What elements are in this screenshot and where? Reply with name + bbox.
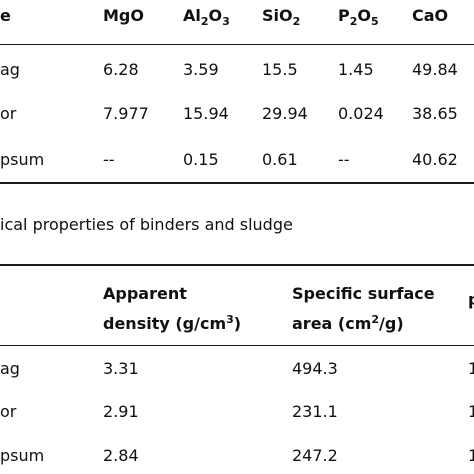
table1-row1-p2o5: 1.45 [338,60,374,79]
table2-row3-ssa: 247.2 [292,446,338,465]
table2-row3-label: psum [0,446,45,465]
table1-header-label: e [0,6,11,25]
table2-header-rule [0,345,474,346]
table1-row1-mgo: 6.28 [103,60,139,79]
table1-row2-sio2: 29.94 [262,104,308,123]
table1-header-sio2: SiO2 [262,6,301,28]
table1-header-cao: CaO [412,6,449,25]
table1-row1-cao: 49.84 [412,60,458,79]
table1-row2-label: or [0,104,17,123]
table2-row1-ssa: 494.3 [292,359,338,378]
table2-row3-extra: 1 [468,446,474,465]
table1-header-al2o3: Al2O3 [183,6,230,28]
table1-row1-al2o3: 3.59 [183,60,219,79]
table2-caption: ical properties of binders and sludge [0,215,293,234]
table1-row2-mgo: 7.977 [103,104,149,123]
table1-row2-p2o5: 0.024 [338,104,384,123]
table1-header-mgo: MgO [103,6,144,25]
table1-row1-label: ag [0,60,20,79]
table2-row2-extra: 1 [468,402,474,421]
table2-row1-density: 3.31 [103,359,139,378]
table2-row2-ssa: 231.1 [292,402,338,421]
table2-row3-density: 2.84 [103,446,139,465]
table1-header-rule [0,44,474,45]
table2-row1-label: ag [0,359,20,378]
table1-row3-al2o3: 0.15 [183,150,219,169]
table1-row3-label: psum [0,150,45,169]
table1-row1-sio2: 15.5 [262,60,298,79]
table1-bottom-rule [0,182,474,184]
table1-row3-p2o5: -- [338,150,350,169]
table1-row3-cao: 40.62 [412,150,458,169]
table2-row2-label: or [0,402,17,421]
table1-row2-cao: 38.65 [412,104,458,123]
table2-header-ssa-line1: Specific surface [292,284,435,303]
table1-row3-mgo: -- [103,150,115,169]
table2-header-ssa-line2: area (cm2/g) [292,313,404,333]
table1-row3-sio2: 0.61 [262,150,298,169]
table1-row2-al2o3: 15.94 [183,104,229,123]
table2-header-density-line2: density (g/cm3) [103,313,242,333]
table2-row2-density: 2.91 [103,402,139,421]
table2-header-density-line1: Apparent [103,284,187,303]
table2-row1-extra: 1 [468,359,474,378]
table2-header-extra: p [468,290,474,309]
table1-header-p2o5: P2O5 [338,6,379,28]
table2-top-rule [0,264,474,266]
